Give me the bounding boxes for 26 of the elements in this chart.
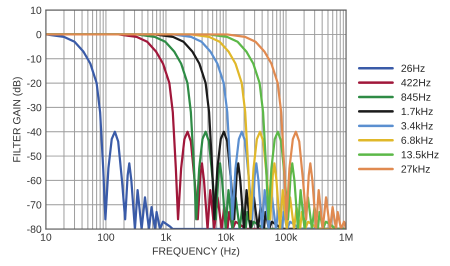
legend-label: 845Hz: [401, 93, 430, 101]
legend-label: 6.8kHz: [401, 136, 433, 144]
y-tick-label: -50: [27, 152, 42, 160]
y-tick-label: -10: [27, 55, 42, 63]
y-tick-label: -80: [27, 226, 42, 233]
x-tick-label: 1k: [161, 233, 172, 241]
x-tick-label: 10: [40, 233, 52, 241]
legend-label: 27kHz: [401, 165, 430, 173]
legend-label: 1.7kHz: [402, 108, 433, 116]
x-axis-title: FREQUENCY (Hz): [152, 247, 240, 257]
legend-label: 3.4kHz: [401, 122, 433, 130]
x-tick-label: 100k: [276, 233, 298, 241]
y-tick-label: -60: [27, 176, 42, 184]
y-tick-label: -20: [27, 80, 42, 87]
legend-label: 13.5kHz: [402, 150, 439, 158]
x-tick-label: 1M: [340, 234, 352, 241]
y-tick-label: -40: [27, 128, 42, 136]
y-tick-label: 0: [36, 30, 42, 38]
y-tick-label: -30: [27, 104, 42, 112]
x-tick-label: 10k: [218, 233, 234, 241]
y-tick-label: -70: [27, 201, 42, 209]
y-tick-label: 10: [30, 6, 42, 14]
legend-label: 26Hz: [401, 64, 425, 72]
x-tick-label: 100: [98, 233, 114, 241]
y-axis-title: FILTER GAIN (dB): [12, 77, 23, 162]
legend-label: 422Hz: [401, 78, 430, 86]
